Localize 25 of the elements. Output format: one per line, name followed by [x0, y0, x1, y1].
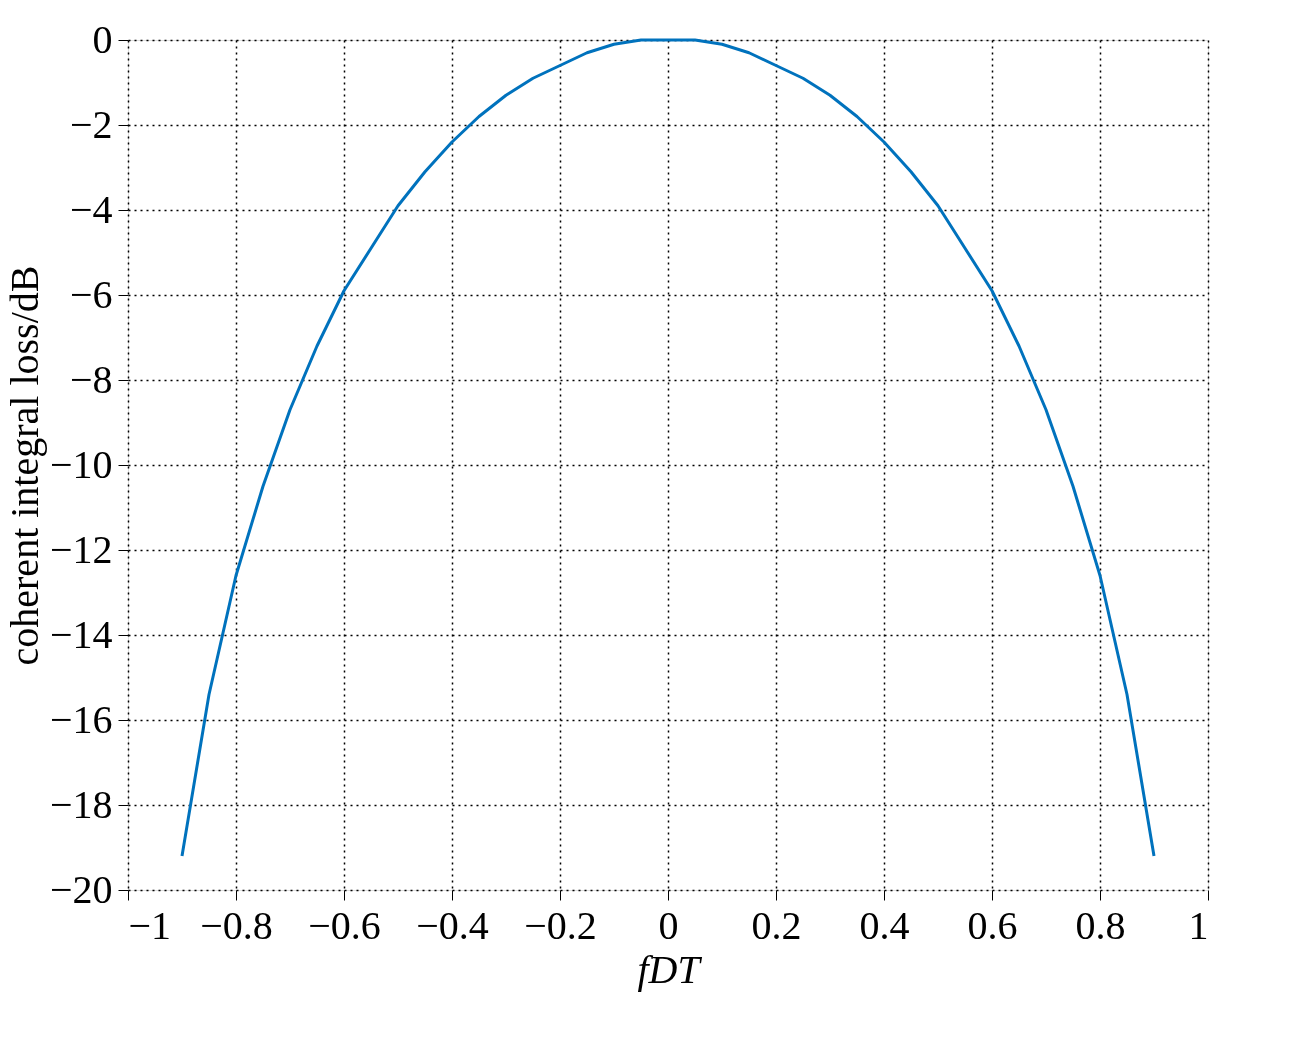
y-tick-label: −8 — [69, 356, 113, 402]
x-tick-label: −1 — [128, 902, 172, 948]
x-tick-label: −0.4 — [416, 902, 489, 948]
x-axis-title: fDT — [637, 946, 703, 992]
y-tick-label: −2 — [69, 101, 113, 147]
y-tick-label: −18 — [49, 781, 113, 827]
x-tick-label: 0.4 — [859, 902, 910, 948]
line-series — [180, 38, 1156, 858]
x-tick-label: −0.8 — [200, 902, 273, 948]
x-tick-label: 0.2 — [751, 902, 802, 948]
x-tick-label: 0 — [658, 902, 679, 948]
x-tick-label: 0.6 — [967, 902, 1018, 948]
x-tick-label: −0.2 — [524, 902, 597, 948]
y-tick-label: −10 — [49, 441, 113, 487]
x-tick-label: 0.8 — [1075, 902, 1126, 948]
y-tick-label: −16 — [49, 696, 113, 742]
y-axis-title: coherent integral loss/dB — [1, 265, 47, 666]
x-tick-label: −0.6 — [308, 902, 381, 948]
y-tick-label: −14 — [49, 611, 113, 657]
y-tick-label: −12 — [49, 526, 113, 572]
y-tick-label: −20 — [49, 866, 113, 912]
x-tick-label: 1 — [1188, 902, 1209, 948]
y-tick-label: 0 — [92, 16, 113, 62]
y-tick-label: −6 — [69, 271, 113, 317]
y-tick-label: −4 — [69, 186, 113, 232]
